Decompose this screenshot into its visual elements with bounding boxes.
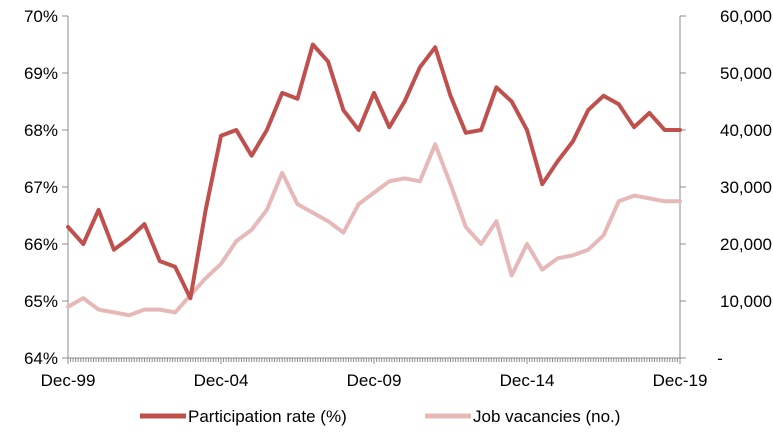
right-axis-tick-label: 40,000 — [720, 121, 772, 140]
x-axis-tick-label: Dec-99 — [41, 371, 96, 390]
right-axis-tick-label: 20,000 — [720, 235, 772, 254]
left-axis-tick-label: 67% — [24, 178, 58, 197]
left-axis-tick-label: 68% — [24, 121, 58, 140]
left-axis-tick-label: 66% — [24, 235, 58, 254]
legend-participation-rate-label: Participation rate (%) — [188, 407, 347, 426]
right-axis-tick-label: 30,000 — [720, 178, 772, 197]
left-axis-tick-label: 70% — [24, 7, 58, 26]
left-axis-tick-label: 64% — [24, 349, 58, 368]
left-axis-tick-label: 65% — [24, 292, 58, 311]
legend-job-vacancies-label: Job vacancies (no.) — [473, 407, 620, 426]
right-axis-tick-label: 10,000 — [720, 292, 772, 311]
job-vacancies-line — [66, 142, 682, 318]
x-axis-tick-label: Dec-14 — [500, 371, 555, 390]
left-axis-tick-label: 69% — [24, 64, 58, 83]
right-axis-tick-label: 60,000 — [720, 7, 772, 26]
axes: 64% 65% 66% 67% 68% 69% 70% - 10,000 20,000 30,000… — [24, 7, 772, 390]
legend: Participation rate (%) Job vacancies (no.… — [140, 407, 620, 426]
x-axis-tick-label: Dec-04 — [194, 371, 249, 390]
x-axis-tick-label: Dec-09 — [347, 371, 402, 390]
right-axis-tick-label: 50,000 — [720, 64, 772, 83]
right-axis-tick-label: - — [717, 349, 723, 368]
series-layer — [66, 42, 682, 318]
participation-rate-line — [66, 42, 682, 301]
x-axis-tick-label: Dec-19 — [653, 371, 708, 390]
